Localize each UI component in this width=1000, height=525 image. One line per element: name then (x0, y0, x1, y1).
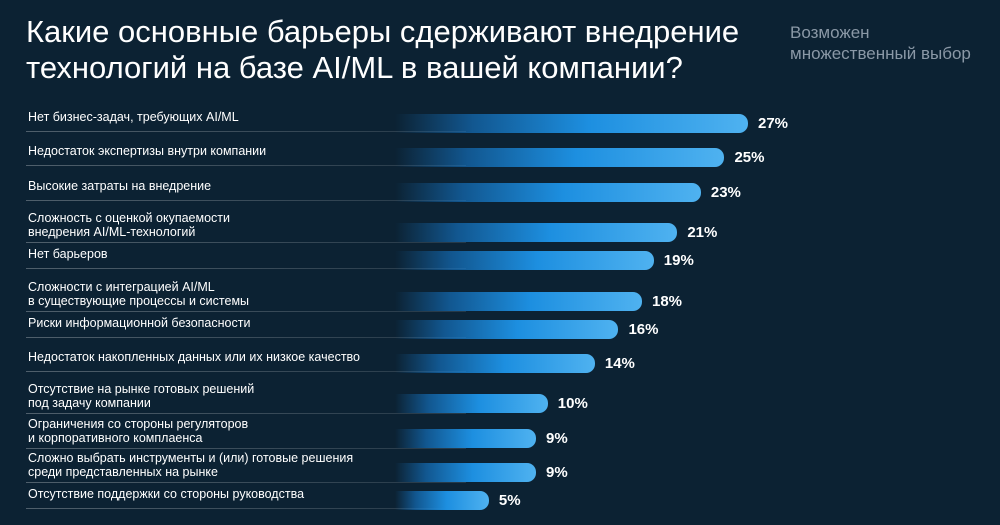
bar-row: Отсутствие поддержки со стороны руководс… (0, 485, 1000, 519)
bar-row: Сложно выбрать инструменты и (или) готов… (0, 451, 1000, 485)
bar (395, 491, 489, 511)
bar (395, 319, 619, 339)
category-label: Нет барьеров (28, 247, 108, 262)
bar-row: Ограничения со стороны регуляторов и кор… (0, 417, 1000, 451)
row-divider (26, 131, 466, 132)
bar (395, 148, 725, 168)
row-divider (26, 310, 466, 312)
category-label: Отсутствие на рынке готовых решений под … (28, 382, 255, 411)
row-divider (26, 199, 466, 201)
row-divider (26, 165, 466, 167)
bar (395, 251, 654, 271)
value-label: 25% (734, 149, 765, 167)
bar-row: Высокие затраты на внедрение 23% (0, 177, 1000, 211)
value-label: 14% (604, 355, 635, 373)
bar-row: Нет бизнес-задач, требующих AI/ML 27% (0, 108, 1000, 142)
row-divider (26, 508, 466, 510)
value-label: 9% (546, 464, 568, 481)
category-label: Отсутствие поддержки со стороны руководс… (28, 487, 305, 502)
category-label: Высокие затраты на внедрение (28, 178, 212, 193)
value-label: 9% (546, 429, 568, 447)
value-label: 19% (663, 252, 694, 270)
row-divider (26, 447, 466, 449)
bar-row: Недостаток экспертизы внутри компании 25% (0, 142, 1000, 176)
value-label: 21% (687, 223, 718, 241)
value-label: 5% (498, 492, 521, 510)
multiple-choice-note: Возможен множественный выбор (790, 23, 971, 63)
bar-row: Отсутствие на рынке готовых решений под … (0, 382, 1000, 416)
value-label: 18% (652, 292, 683, 310)
bar (395, 428, 536, 448)
chart-title: Какие основные барьеры сдерживают внедре… (26, 14, 740, 85)
bar (395, 463, 536, 482)
bar (395, 394, 548, 414)
row-divider (26, 482, 466, 483)
category-label: Риски информационной безопасности (28, 315, 251, 330)
category-label: Сложность с оценкой окупаемости внедрени… (28, 210, 231, 239)
value-label: 27% (758, 115, 789, 132)
value-label: 23% (710, 183, 741, 201)
bar-row: Сложность с оценкой окупаемости внедрени… (0, 211, 1000, 245)
category-label: Недостаток экспертизы внутри компании (28, 144, 267, 159)
bar-row: Сложности с интеграцией AI/ML в существу… (0, 280, 1000, 314)
category-label: Сложности с интеграцией AI/ML в существу… (28, 279, 250, 308)
row-divider (26, 413, 466, 415)
bar-row: Нет барьеров 19% (0, 245, 1000, 279)
category-label: Ограничения со стороны регуляторов и кор… (28, 416, 249, 445)
row-divider (26, 371, 466, 373)
bar-row: Риски информационной безопасности 16% (0, 314, 1000, 348)
bar (395, 222, 678, 242)
bar (395, 114, 748, 133)
bar (395, 182, 701, 202)
value-label: 16% (628, 320, 659, 338)
value-label: 10% (557, 395, 588, 413)
category-label: Недостаток накопленных данных или их низ… (28, 350, 360, 365)
category-label: Нет бизнес-задач, требующих AI/ML (28, 110, 239, 124)
bar-row: Недостаток накопленных данных или их низ… (0, 348, 1000, 382)
bar (395, 354, 595, 374)
row-divider (26, 336, 466, 338)
bar (395, 291, 642, 311)
category-label: Сложно выбрать инструменты и (или) готов… (28, 451, 354, 479)
row-divider (26, 241, 466, 243)
row-divider (26, 268, 466, 270)
